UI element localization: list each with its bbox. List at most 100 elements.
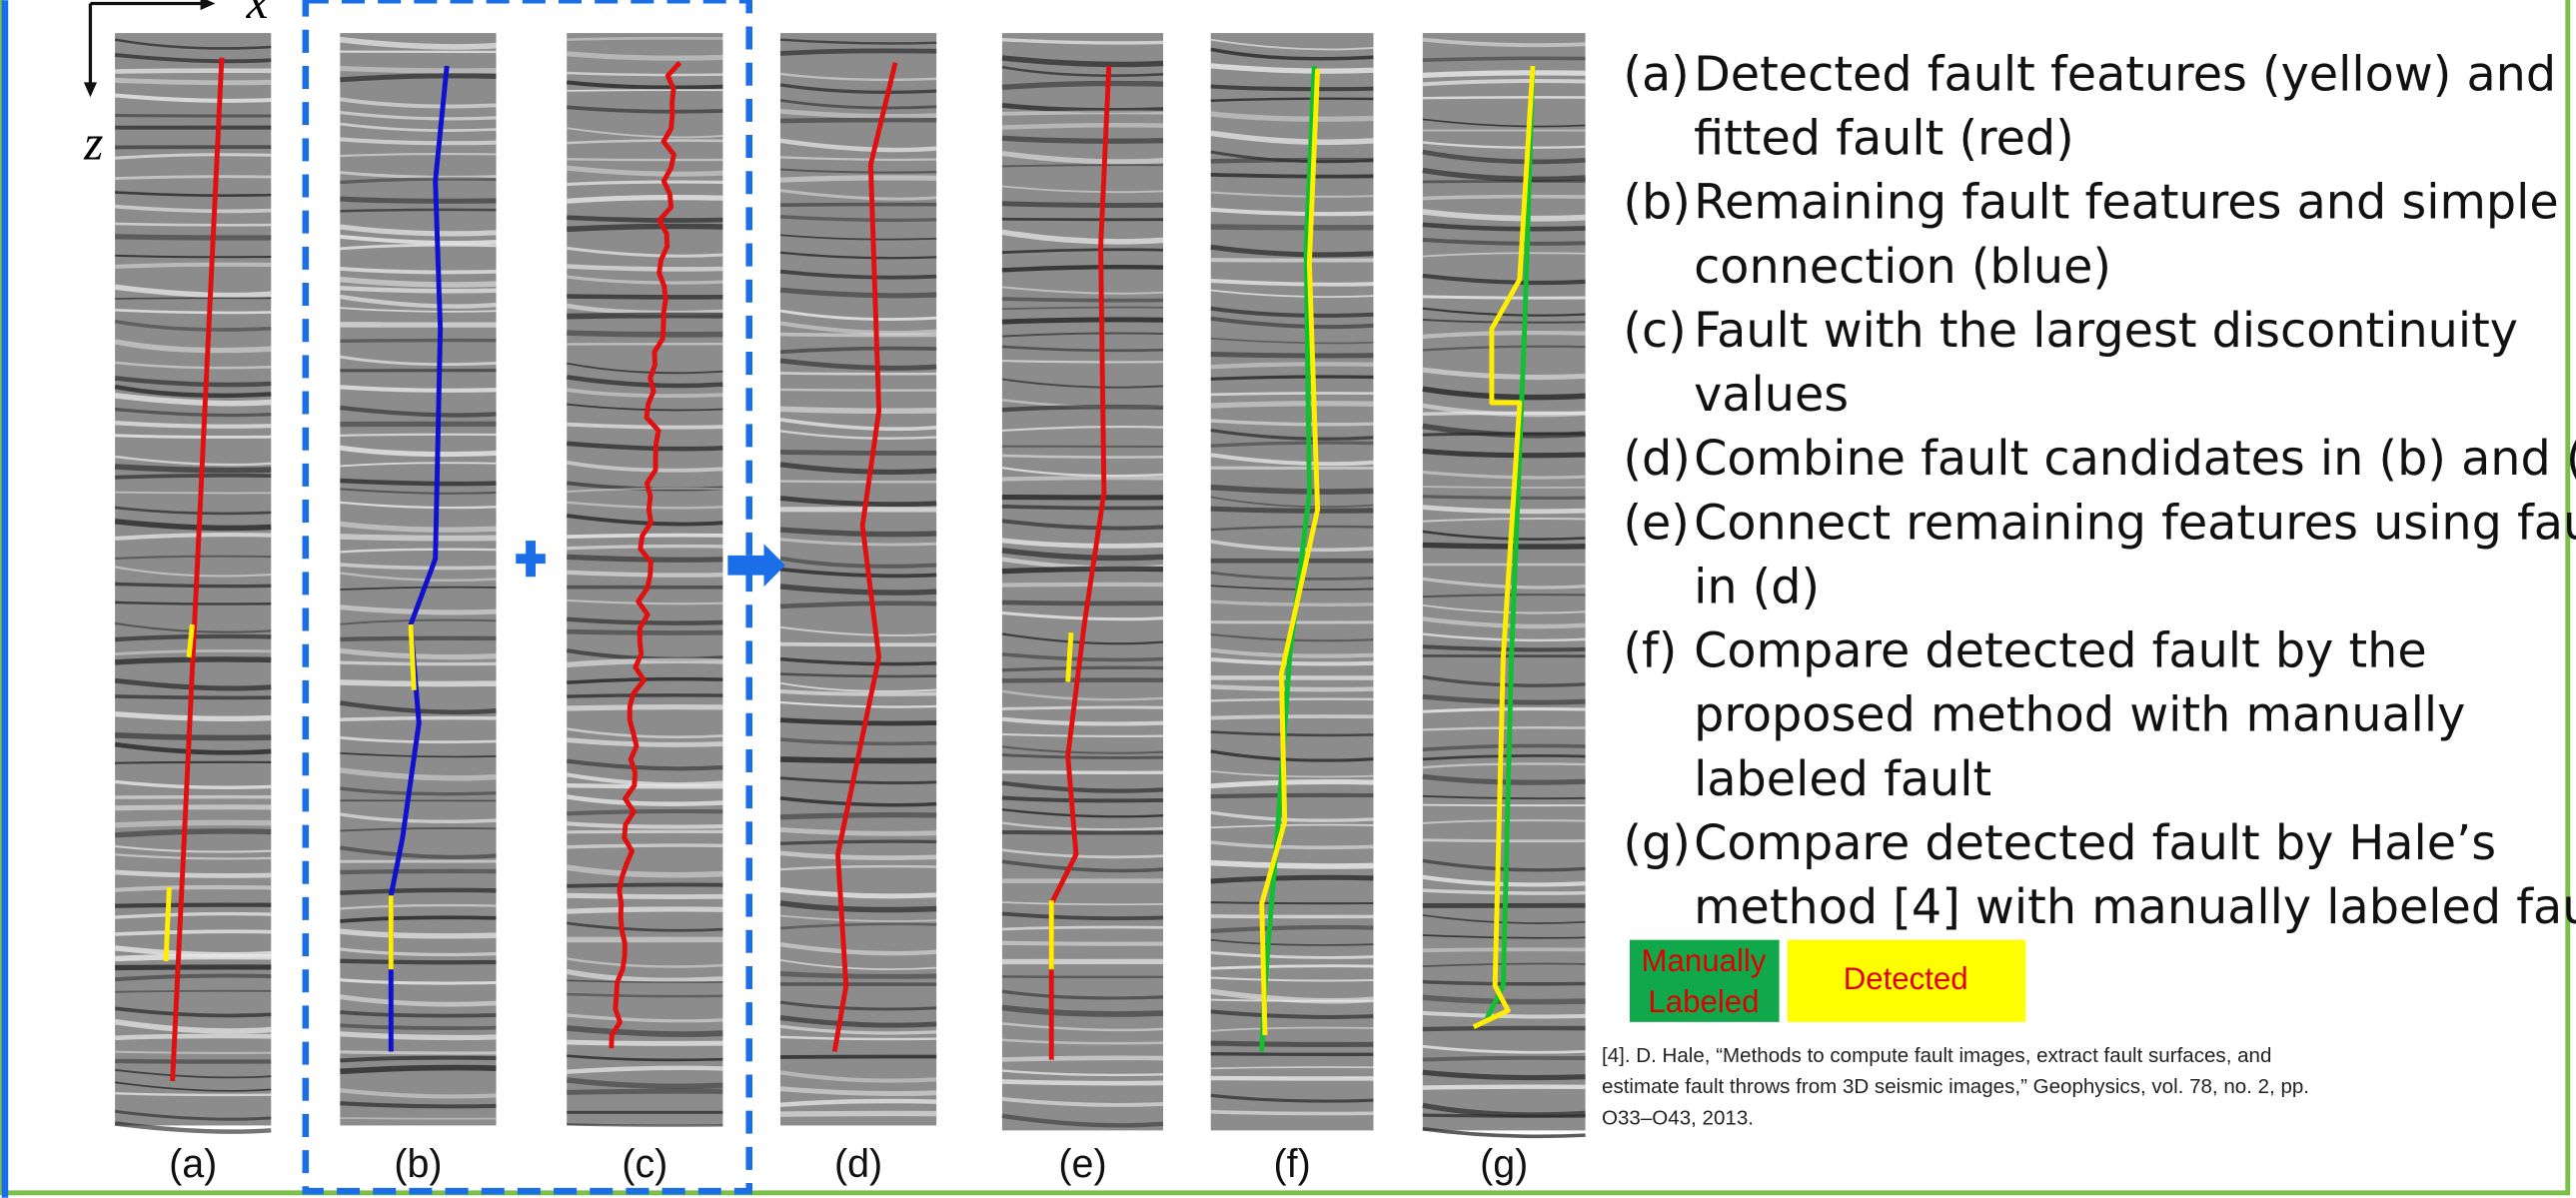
reflector — [340, 355, 497, 367]
fault-line — [1048, 65, 1112, 1060]
reflector — [567, 275, 723, 285]
reflector — [779, 1070, 937, 1083]
reflector — [114, 384, 272, 399]
reflector — [1210, 585, 1374, 591]
reflector — [1001, 426, 1164, 432]
reflector — [1210, 964, 1374, 970]
reflector — [1001, 150, 1164, 165]
item-text: Compare detected fault by Hale’s — [1694, 816, 2496, 871]
reflector — [779, 1024, 937, 1035]
reflector — [340, 786, 497, 796]
reflector — [1210, 1052, 1374, 1056]
reflector — [1422, 330, 1586, 339]
reflector — [779, 958, 937, 971]
reflector — [1001, 378, 1164, 389]
reflector — [340, 73, 497, 83]
reflector — [340, 338, 497, 344]
reflector — [1210, 375, 1374, 381]
reflector — [340, 488, 497, 495]
reflector — [1001, 911, 1164, 921]
reflector — [115, 1058, 272, 1064]
reflector — [567, 51, 723, 61]
reflector — [1001, 925, 1164, 931]
reflector — [779, 1054, 937, 1059]
reflector — [1210, 97, 1374, 102]
reflector — [115, 853, 272, 860]
reflector — [1422, 603, 1586, 614]
reflector — [340, 1010, 497, 1018]
reflector — [340, 1023, 497, 1030]
reflector — [1422, 1069, 1586, 1081]
panel-label: (c) — [622, 1142, 667, 1186]
item-text: values — [1694, 368, 1849, 423]
reflector — [115, 262, 272, 269]
reflector — [1422, 70, 1586, 79]
reflector — [1001, 467, 1164, 478]
reflector — [567, 727, 723, 739]
reflector — [1422, 1055, 1586, 1062]
reflector — [1210, 63, 1374, 74]
reflector — [114, 819, 272, 828]
reflector — [114, 319, 272, 332]
reflector — [567, 882, 723, 888]
reflector — [779, 430, 937, 440]
reflector — [779, 796, 937, 807]
reflector — [340, 548, 497, 554]
reflector — [1422, 194, 1586, 201]
reflector — [1001, 1055, 1164, 1062]
reflector — [340, 66, 497, 74]
reflector — [779, 737, 937, 746]
reflector — [566, 772, 723, 787]
reflector — [1001, 122, 1164, 130]
reflector — [779, 38, 937, 45]
reflector — [340, 1117, 497, 1120]
seismic-panel — [567, 33, 723, 1126]
reflector — [1001, 689, 1164, 701]
reflector — [114, 741, 272, 755]
reflector — [566, 794, 723, 806]
reflector — [115, 175, 272, 180]
reflector — [779, 496, 937, 508]
reflector — [115, 964, 272, 971]
reflector — [114, 1109, 272, 1121]
reflector — [1422, 367, 1586, 381]
panel-label: (e) — [1058, 1142, 1106, 1186]
reflector — [340, 767, 497, 781]
reflector — [1210, 859, 1374, 869]
reflector — [567, 544, 723, 551]
reflector — [1210, 874, 1374, 884]
reflector — [1001, 769, 1164, 774]
reflector — [340, 868, 497, 875]
reflector — [1210, 453, 1374, 467]
reflector — [1422, 962, 1586, 967]
reflector — [1422, 96, 1586, 100]
reflector — [567, 1065, 723, 1074]
reflector — [340, 478, 497, 487]
reflector — [340, 812, 497, 824]
reflector — [1422, 1127, 1586, 1139]
reference-line: estimate fault throws from 3D seismic im… — [1602, 1075, 2309, 1098]
legend-detected-swatch — [1787, 939, 2026, 1022]
reflector — [779, 971, 937, 979]
description-list: (a) Detected fault features (yellow) and f… — [1623, 47, 2576, 935]
reflector — [1001, 1079, 1164, 1086]
reflector — [1001, 110, 1164, 116]
fault-line — [186, 623, 195, 658]
reflector — [567, 180, 723, 186]
reflector — [1210, 1009, 1374, 1019]
reflector — [1001, 975, 1164, 979]
reflector — [1210, 697, 1374, 702]
reflector — [567, 921, 723, 932]
reflector — [779, 756, 937, 764]
reflector — [1422, 37, 1586, 48]
seismic-panel — [115, 33, 272, 1126]
reflector — [1210, 571, 1374, 581]
reflector — [1210, 938, 1374, 946]
reflector — [1210, 191, 1374, 198]
reflector — [779, 462, 937, 475]
reflector — [1001, 476, 1164, 482]
reflector — [567, 105, 723, 114]
reflector — [114, 361, 272, 370]
reflector — [566, 375, 723, 389]
item-label: (b) — [1623, 176, 1690, 231]
